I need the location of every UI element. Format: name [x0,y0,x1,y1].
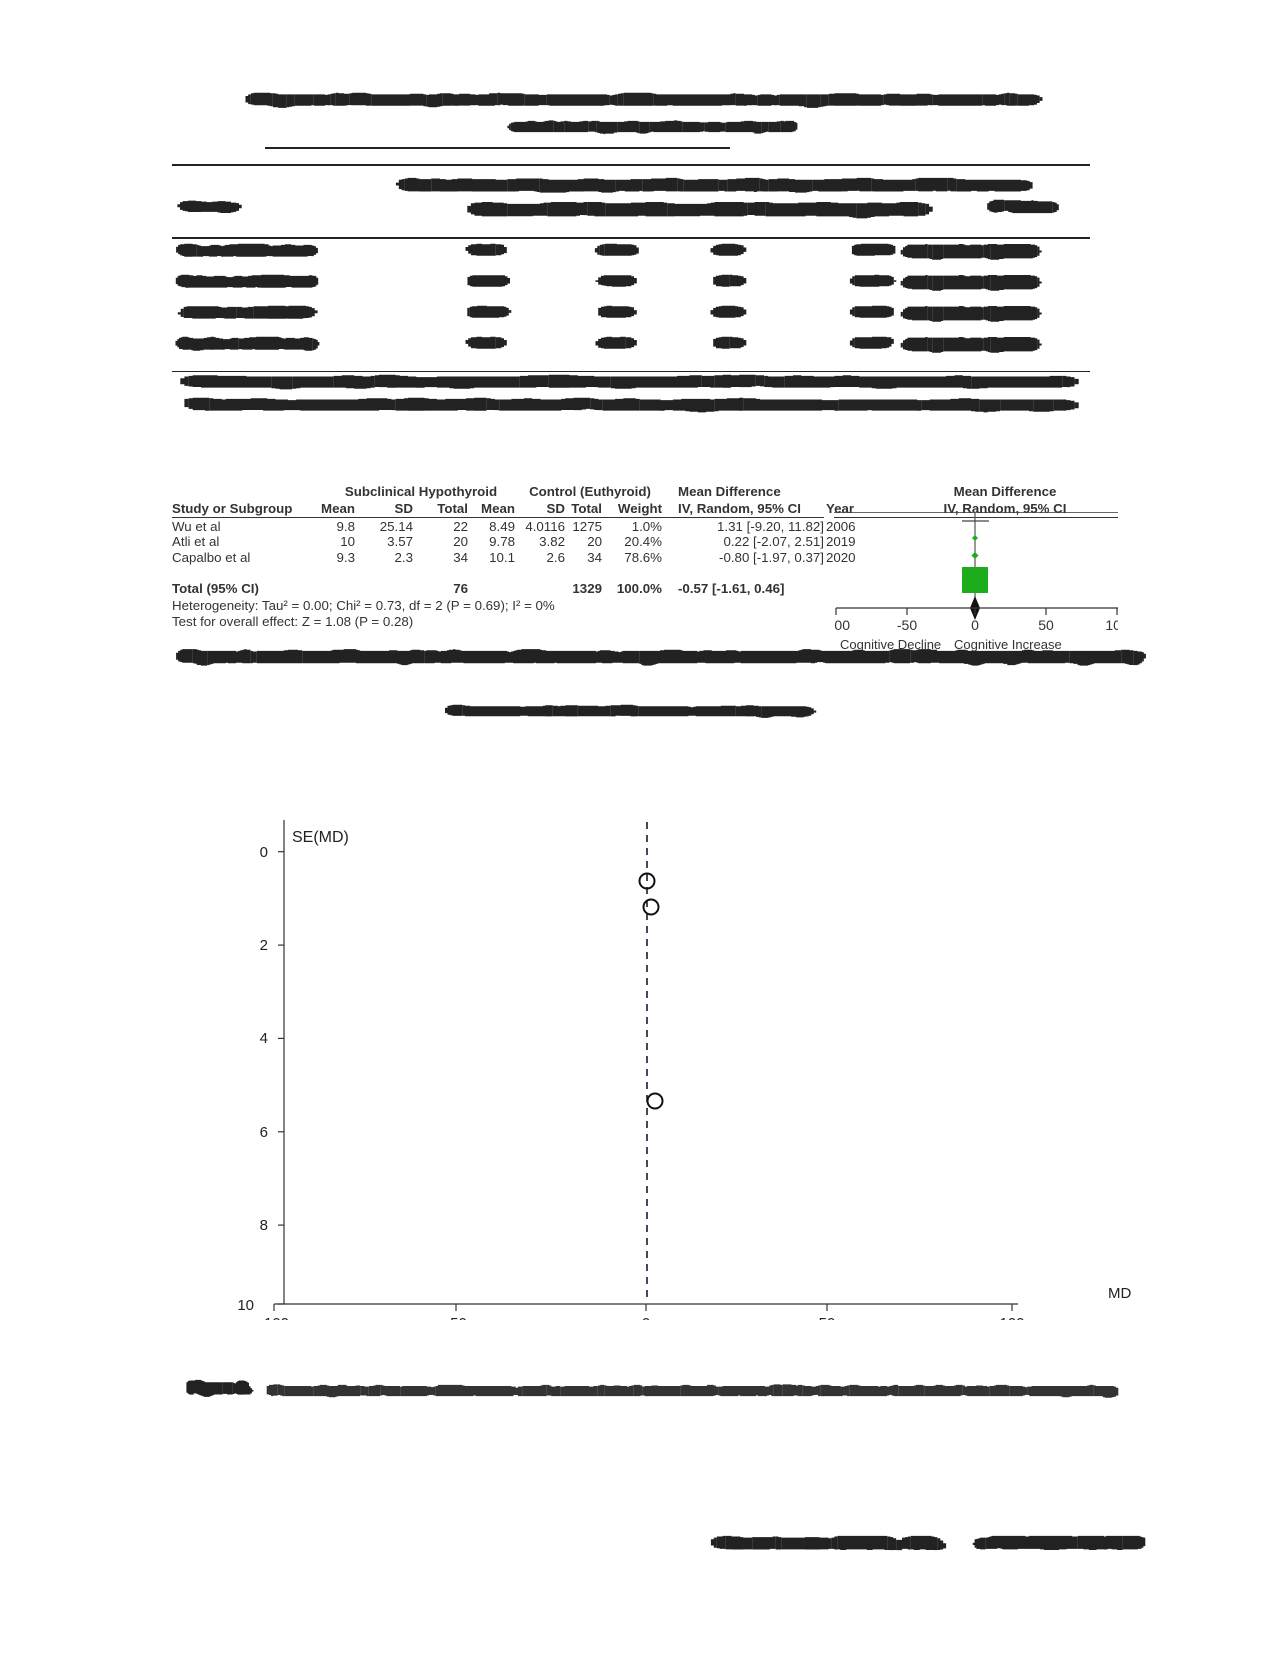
svg-text:10: 10 [237,1297,254,1314]
svg-text:SE(MD): SE(MD) [292,829,349,846]
svg-text:6: 6 [260,1124,268,1141]
svg-text:100: 100 [999,1315,1024,1320]
svg-text:8: 8 [260,1217,268,1234]
svg-text:-50: -50 [445,1315,467,1320]
svg-text:0: 0 [260,844,268,861]
svg-text:50: 50 [819,1315,836,1320]
svg-text:0: 0 [642,1315,650,1320]
svg-text:MD: MD [1108,1285,1131,1302]
svg-text:-100: -100 [259,1315,289,1320]
svg-text:4: 4 [260,1030,268,1047]
svg-text:2: 2 [260,937,268,954]
